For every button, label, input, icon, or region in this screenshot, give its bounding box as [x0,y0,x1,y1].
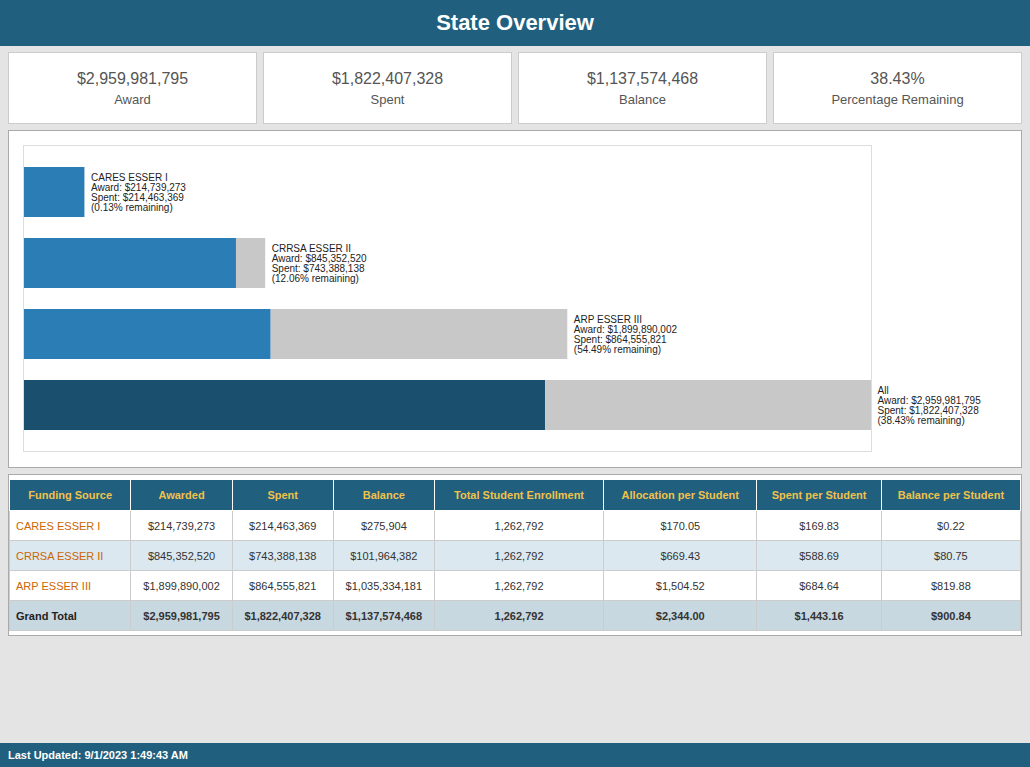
html-text:$214,463,369: $214,463,369 [249,519,317,532]
html-text:$588.69: $588.69 [799,549,839,562]
html-text:1,262,792: 1,262,792 [494,579,544,592]
svg-text:AllAward: $2,959,981,795Spent:: AllAward: $2,959,981,795Spent: $1,822,40… [878,385,982,426]
html-text:Balance: Balance [362,489,405,501]
html-text:Allocation per Student: Allocation per Student [621,489,739,501]
html-text:State Overview: State Overview [436,10,594,35]
html-text:1,262,792: 1,262,792 [494,609,544,622]
html-text:Spent: Spent [267,489,298,501]
html-text:Funding Source: Funding Source [28,489,113,501]
html-text:$2,959,981,795: $2,959,981,795 [143,609,220,622]
html-text:$214,739,273: $214,739,273 [147,519,216,532]
html-text:$1,822,407,328: $1,822,407,328 [244,609,321,622]
html-text:$845,352,520: $845,352,520 [147,549,216,562]
html-text:$1,822,407,328: $1,822,407,328 [331,69,444,87]
html-text:Balance per Student: Balance per Student [897,489,1005,501]
html-text:$1,899,890,002: $1,899,890,002 [143,579,220,592]
html-text:$1,504.52: $1,504.52 [655,579,705,592]
html-text:$80.75: $80.75 [934,549,968,562]
html-text:Award: Award [114,91,151,107]
html-text:$1,443.16: $1,443.16 [794,609,844,622]
html-text:$2,959,981,795: $2,959,981,795 [76,69,189,87]
html-text:$2,344.00: $2,344.00 [655,609,705,622]
html-text:$101,964,382: $101,964,382 [350,549,418,562]
html-text:Spent: Spent [370,91,405,107]
svg-text:CARES ESSER IAward: $214,739,2: CARES ESSER IAward: $214,739,273Spent: $… [91,172,186,213]
html-text:CRRSA ESSER II: CRRSA ESSER II [16,549,104,562]
html-text:$1,137,574,468: $1,137,574,468 [586,69,699,87]
html-text:$819.88: $819.88 [931,579,971,592]
html-text:$169.83: $169.83 [799,519,839,532]
html-text:$1,035,334,181: $1,035,334,181 [345,579,423,592]
html-text:$864,555,821: $864,555,821 [249,579,317,592]
html-text:1,262,792: 1,262,792 [494,549,544,562]
svg-text:ARP ESSER IIIAward: $1,899,890: ARP ESSER IIIAward: $1,899,890,002Spent:… [574,314,678,355]
html-text:1,262,792: 1,262,792 [494,519,544,532]
html-text:Grand Total: Grand Total [16,609,77,622]
html-text:Last Updated: 9/1/2023 1:49:43: Last Updated: 9/1/2023 1:49:43 AM [8,749,188,761]
html-text:$1,137,574,468: $1,137,574,468 [345,609,423,622]
html-text:$900.84: $900.84 [931,609,971,622]
html-text:Awarded: Awarded [158,489,205,501]
html-text:Spent per Student: Spent per Student [771,489,867,501]
html-text:$684.64: $684.64 [799,579,839,592]
svg-text:CRRSA ESSER IIAward: $845,352,: CRRSA ESSER IIAward: $845,352,520Spent: … [272,243,367,284]
html-text:$170.05: $170.05 [660,519,701,532]
html-text:$743,388,138: $743,388,138 [249,549,317,562]
html-text:Balance: Balance [619,91,666,107]
html-text:Percentage Remaining: Percentage Remaining [831,91,964,107]
html-text:$669.43: $669.43 [660,549,701,562]
html-text:Total Student Enrollment: Total Student Enrollment [454,489,584,501]
html-text:$0.22: $0.22 [937,519,965,532]
html-text:$275,904: $275,904 [360,519,407,532]
html-text:38.43%: 38.43% [870,69,925,87]
html-text:ARP ESSER III: ARP ESSER III [16,579,91,592]
html-text:CARES ESSER I: CARES ESSER I [16,519,101,532]
